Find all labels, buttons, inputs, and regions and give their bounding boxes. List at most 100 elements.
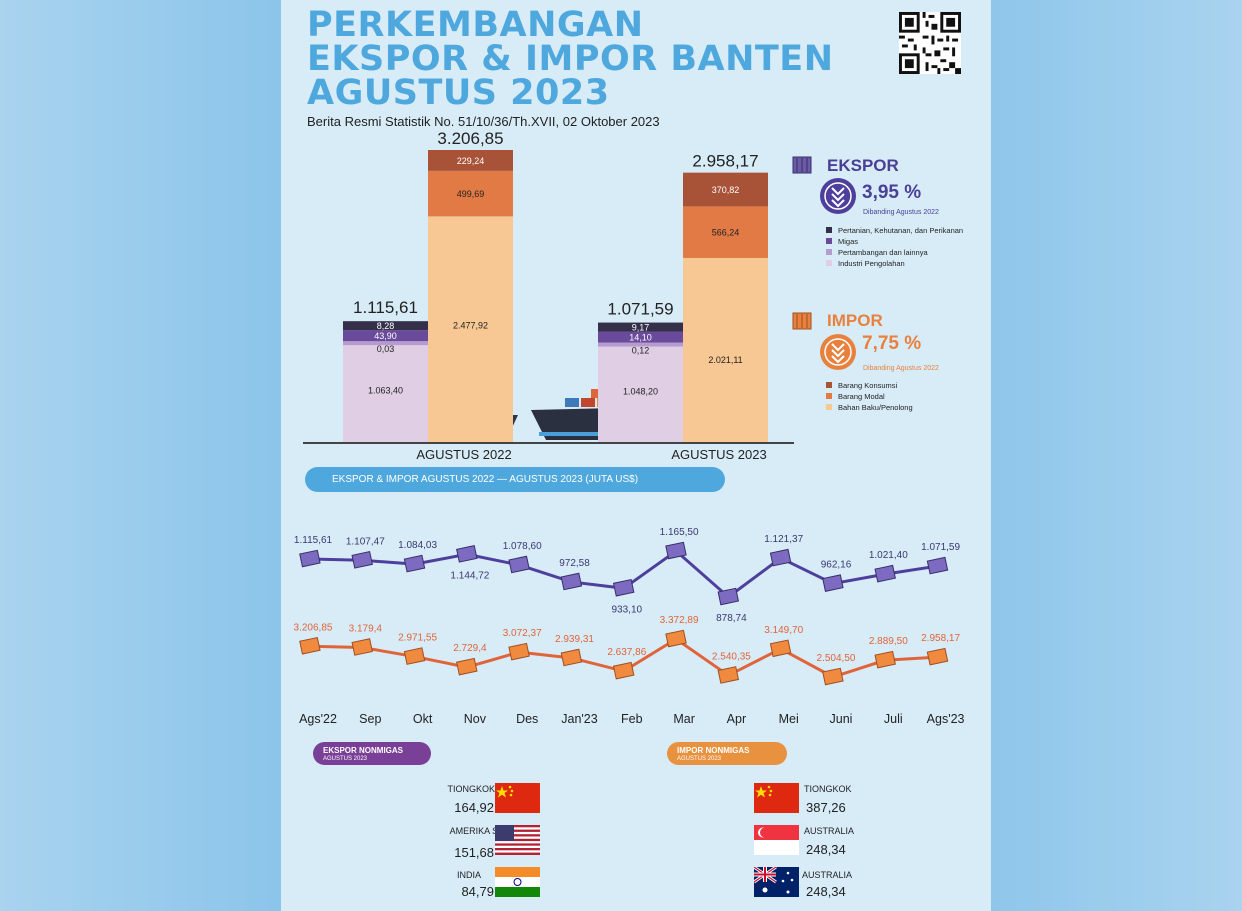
ekspor-value-3: 84,79 [461, 884, 494, 899]
ekspor-legend: Pertanian, Kehutanan, dan Perikanan Migas… [826, 226, 963, 268]
line-x-tick: Mei [779, 712, 799, 726]
chevrons-down-icon [831, 343, 845, 364]
ekspor-bar-label: 1.048,20 [623, 386, 658, 396]
ekspor-data-label: 1.078,60 [503, 541, 542, 552]
ekspor-country-2: AMERIKA SERIKAT [449, 826, 530, 836]
ekspor-value-2: 151,68 [454, 845, 494, 860]
impor-point [874, 650, 896, 669]
impor-container-icon [792, 312, 812, 330]
ekspor-bar-segment [343, 321, 428, 331]
ekspor-total-label: 1.115,61 [353, 298, 418, 317]
ekspor-point [508, 555, 530, 574]
ekspor-bar-segment [598, 342, 683, 347]
ekspor-point [612, 578, 635, 597]
line-x-tick: Nov [464, 712, 487, 726]
impor-bar-label: 499,69 [457, 189, 485, 199]
chevrons-down-icon [831, 187, 845, 208]
impor-data-label: 3.149,70 [764, 625, 803, 636]
impor-data-label: 2.971,55 [398, 633, 437, 644]
impor-point [926, 647, 949, 666]
ekspor-change: 3,95 % [862, 182, 921, 203]
ekspor-bar-label: 1.063,40 [368, 386, 403, 396]
ekspor-point [560, 572, 583, 591]
impor-point [351, 638, 373, 656]
ekspor-total-label: 1.071,59 [607, 300, 673, 319]
ekspor-bar-segment [598, 322, 683, 332]
ekspor-bar-segment [598, 346, 683, 442]
ekspor-bar-segment [598, 331, 683, 343]
impor-data-label: 3.206,85 [294, 622, 333, 633]
impor-point [560, 648, 583, 667]
title-line-2: EKSPOR & IMPOR BANTEN [307, 39, 834, 79]
impor-country-3: AUSTRALIA [802, 870, 853, 880]
ekspor-data-label: 1.021,40 [869, 550, 908, 561]
india-flag-icon [495, 867, 540, 897]
ekspor-bar-label: 8,28 [377, 321, 395, 331]
ekspor-container-icon [792, 156, 812, 174]
impor-nonmigas-title: IMPOR NONMIGAS [677, 746, 750, 755]
ekspor-bar-segment [343, 345, 428, 442]
ekspor-nonmigas-pill: EKSPOR NONMIGAS AGUSTUS 2023 [313, 742, 431, 765]
infographic-poster: PERKEMBANGAN EKSPOR & IMPOR BANTEN AGUST… [281, 0, 991, 911]
legend-item: Industri Pengolahan [838, 259, 905, 268]
line-x-tick: Ags'22 [299, 712, 337, 726]
ekspor-value-1: 164,92 [454, 800, 494, 815]
line-chart-title-pill: EKSPOR & IMPOR AGUSTUS 2022 — AGUSTUS 20… [305, 467, 725, 492]
qr-code-icon[interactable] [899, 12, 961, 74]
impor-total-label: 2.958,17 [692, 152, 758, 171]
impor-nonmigas-pill: IMPOR NONMIGAS AGUSTUS 2023 [667, 742, 787, 765]
legend-swatch [826, 249, 832, 255]
ekspor-data-label: 1.084,03 [398, 540, 437, 551]
impor-bar-label: 370,82 [712, 185, 740, 195]
impor-country-2: AUSTRALIA [804, 826, 855, 836]
ekspor-bar-label: 9,17 [632, 323, 650, 333]
ekspor-point [874, 564, 896, 583]
ekspor-bar-label: 43,90 [374, 331, 397, 341]
impor-bar-segment [683, 206, 768, 258]
ekspor-bar-segment [343, 341, 428, 346]
ekspor-nonmigas-title: EKSPOR NONMIGAS [323, 746, 404, 755]
impor-total-label: 3.206,85 [437, 129, 503, 148]
impor-heading: IMPOR [827, 311, 883, 330]
chart-canvas: 1.063,40 0,03 43,908,28 1.115,61 2.477,92 499… [294, 129, 965, 726]
ekspor-data-label: 972,58 [559, 558, 590, 569]
line-x-tick: Ags'23 [927, 712, 965, 726]
line-x-tick: Juni [830, 712, 853, 726]
impor-data-label: 3.072,37 [503, 628, 542, 639]
line-x-tick: Mar [673, 712, 695, 726]
ekspor-point [456, 545, 478, 563]
impor-bar-label: 2.021,11 [708, 355, 742, 365]
ekspor-change-note: Dibanding Agustus 2022 [863, 209, 939, 216]
impor-data-label: 2.540,35 [712, 651, 751, 662]
impor-point [299, 636, 321, 655]
impor-bar-label: 2.477,92 [453, 320, 488, 330]
ekspor-point [351, 550, 373, 569]
impor-bar-segment [683, 172, 768, 207]
line-x-tick: Juli [884, 712, 903, 726]
ekspor-point [665, 541, 687, 560]
impor-point [769, 639, 792, 658]
ekspor-bar-label: 0,12 [632, 346, 650, 356]
ekspor-data-label: 1.121,37 [764, 534, 803, 545]
legend-item: Pertambangan dan lainnya [838, 248, 928, 257]
legend-swatch [826, 382, 832, 388]
ekspor-bar-label: 14,10 [629, 333, 652, 343]
ekspor-point [926, 556, 949, 575]
ekspor-data-label: 1.071,59 [921, 542, 960, 553]
impor-data-label: 2.729,4 [453, 643, 487, 654]
page-title: PERKEMBANGAN EKSPOR & IMPOR BANTEN AGUST… [307, 8, 834, 111]
ekspor-nonmigas-sub: AGUSTUS 2023 [323, 756, 368, 762]
legend-swatch [826, 227, 832, 233]
impor-data-label: 2.637,86 [607, 647, 646, 658]
impor-change: 7,75 % [862, 333, 921, 354]
line-x-tick: Feb [621, 712, 643, 726]
impor-bar-label: 566,24 [712, 228, 740, 238]
legend-swatch [826, 393, 832, 399]
legend-item: Barang Modal [838, 392, 885, 401]
impor-value-3: 248,34 [806, 884, 846, 899]
ekspor-data-label: 1.144,72 [450, 570, 489, 581]
line-x-tick: Okt [413, 712, 433, 726]
ekspor-data-label: 1.115,61 [294, 535, 333, 546]
bar-category-label: AGUSTUS 2023 [671, 447, 766, 462]
legend-swatch [826, 238, 832, 244]
